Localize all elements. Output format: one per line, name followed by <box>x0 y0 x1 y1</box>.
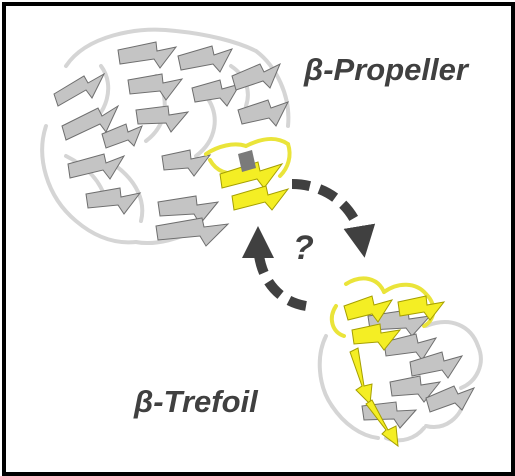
arrow-to-propeller <box>242 226 308 311</box>
conversion-arrows <box>242 179 376 311</box>
beta-propeller-structure <box>40 27 292 247</box>
beta-trefoil-label: β-Trefoil <box>134 384 258 419</box>
diagram-canvas: ? <box>40 27 483 448</box>
question-mark: ? <box>293 229 314 267</box>
arrow-to-trefoil <box>291 179 376 258</box>
beta-propeller-label: β-Propeller <box>304 52 468 87</box>
beta-trefoil-structure <box>317 276 483 448</box>
